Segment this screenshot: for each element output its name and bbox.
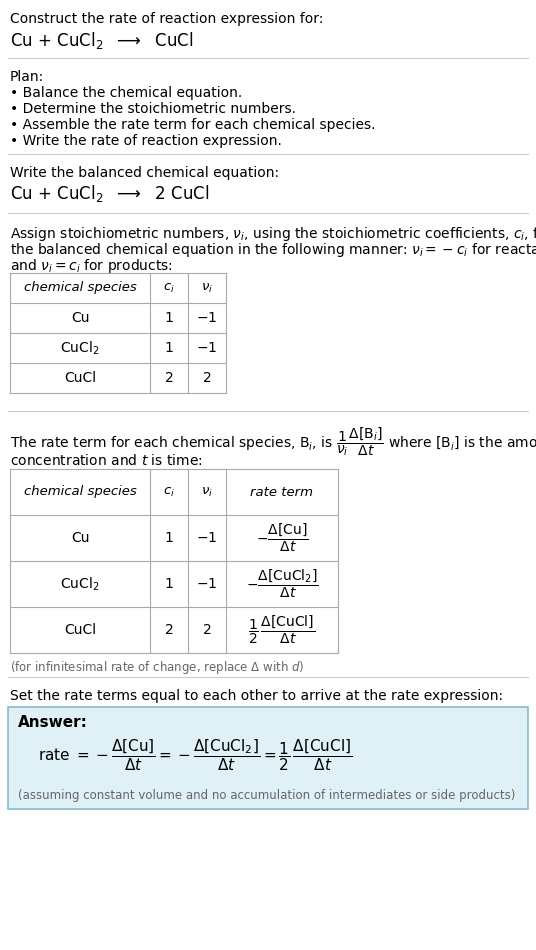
Text: Write the balanced chemical equation:: Write the balanced chemical equation:: [10, 166, 279, 180]
Text: 1: 1: [165, 311, 174, 325]
Text: $-\dfrac{\Delta[\mathrm{Cu}]}{\Delta t}$: $-\dfrac{\Delta[\mathrm{Cu}]}{\Delta t}$: [256, 522, 308, 554]
Text: 2: 2: [203, 623, 211, 637]
Text: $-\dfrac{\Delta[\mathrm{CuCl_2}]}{\Delta t}$: $-\dfrac{\Delta[\mathrm{CuCl_2}]}{\Delta…: [245, 568, 318, 600]
Text: The rate term for each chemical species, B$_i$, is $\dfrac{1}{\nu_i}\dfrac{\Delt: The rate term for each chemical species,…: [10, 425, 536, 458]
Text: the balanced chemical equation in the following manner: $\nu_i = -c_i$ for react: the balanced chemical equation in the fo…: [10, 241, 536, 259]
Bar: [10, 469, 338, 653]
Text: $\nu_i$: $\nu_i$: [201, 281, 213, 294]
Text: • Determine the stoichiometric numbers.: • Determine the stoichiometric numbers.: [10, 102, 296, 116]
Text: rate $= -\dfrac{\Delta[\mathrm{Cu}]}{\Delta t} = -\dfrac{\Delta[\mathrm{CuCl_2}]: rate $= -\dfrac{\Delta[\mathrm{Cu}]}{\De…: [38, 737, 353, 772]
Text: $c_i$: $c_i$: [163, 281, 175, 294]
Text: Cu + CuCl$_2$  $\longrightarrow$  CuCl: Cu + CuCl$_2$ $\longrightarrow$ CuCl: [10, 30, 193, 51]
Text: (for infinitesimal rate of change, replace Δ with $d$): (for infinitesimal rate of change, repla…: [10, 659, 304, 676]
Text: 1: 1: [165, 341, 174, 355]
Text: $\nu_i$: $\nu_i$: [201, 485, 213, 499]
Text: $-1$: $-1$: [196, 531, 218, 545]
Text: $c_i$: $c_i$: [163, 485, 175, 499]
Text: $-1$: $-1$: [196, 577, 218, 591]
Text: 2: 2: [203, 371, 211, 385]
Text: Plan:: Plan:: [10, 70, 44, 84]
Text: Assign stoichiometric numbers, $\nu_i$, using the stoichiometric coefficients, $: Assign stoichiometric numbers, $\nu_i$, …: [10, 225, 536, 243]
Text: • Assemble the rate term for each chemical species.: • Assemble the rate term for each chemic…: [10, 118, 376, 132]
Bar: [10, 273, 226, 393]
Text: Cu: Cu: [71, 311, 90, 325]
Text: Set the rate terms equal to each other to arrive at the rate expression:: Set the rate terms equal to each other t…: [10, 689, 503, 703]
Text: • Write the rate of reaction expression.: • Write the rate of reaction expression.: [10, 134, 282, 148]
Text: Cu + CuCl$_2$  $\longrightarrow$  2 CuCl: Cu + CuCl$_2$ $\longrightarrow$ 2 CuCl: [10, 183, 209, 204]
Text: • Balance the chemical equation.: • Balance the chemical equation.: [10, 86, 242, 100]
Text: Construct the rate of reaction expression for:: Construct the rate of reaction expressio…: [10, 12, 323, 26]
FancyBboxPatch shape: [8, 707, 528, 809]
Text: Answer:: Answer:: [18, 715, 88, 730]
Text: (assuming constant volume and no accumulation of intermediates or side products): (assuming constant volume and no accumul…: [18, 789, 516, 802]
Text: and $\nu_i = c_i$ for products:: and $\nu_i = c_i$ for products:: [10, 257, 173, 275]
Text: Cu: Cu: [71, 531, 90, 545]
Text: 2: 2: [165, 371, 173, 385]
Text: CuCl$_2$: CuCl$_2$: [61, 576, 100, 593]
Text: 2: 2: [165, 623, 173, 637]
Text: chemical species: chemical species: [24, 281, 136, 294]
Text: CuCl: CuCl: [64, 371, 96, 385]
Text: concentration and $t$ is time:: concentration and $t$ is time:: [10, 453, 203, 468]
Text: 1: 1: [165, 577, 174, 591]
Text: 1: 1: [165, 531, 174, 545]
Text: $-1$: $-1$: [196, 341, 218, 355]
Text: $-1$: $-1$: [196, 311, 218, 325]
Text: $\dfrac{1}{2}\,\dfrac{\Delta[\mathrm{CuCl}]}{\Delta t}$: $\dfrac{1}{2}\,\dfrac{\Delta[\mathrm{CuC…: [248, 614, 316, 646]
Text: CuCl: CuCl: [64, 623, 96, 637]
Text: rate term: rate term: [250, 485, 314, 499]
Text: CuCl$_2$: CuCl$_2$: [61, 339, 100, 356]
Text: chemical species: chemical species: [24, 485, 136, 499]
